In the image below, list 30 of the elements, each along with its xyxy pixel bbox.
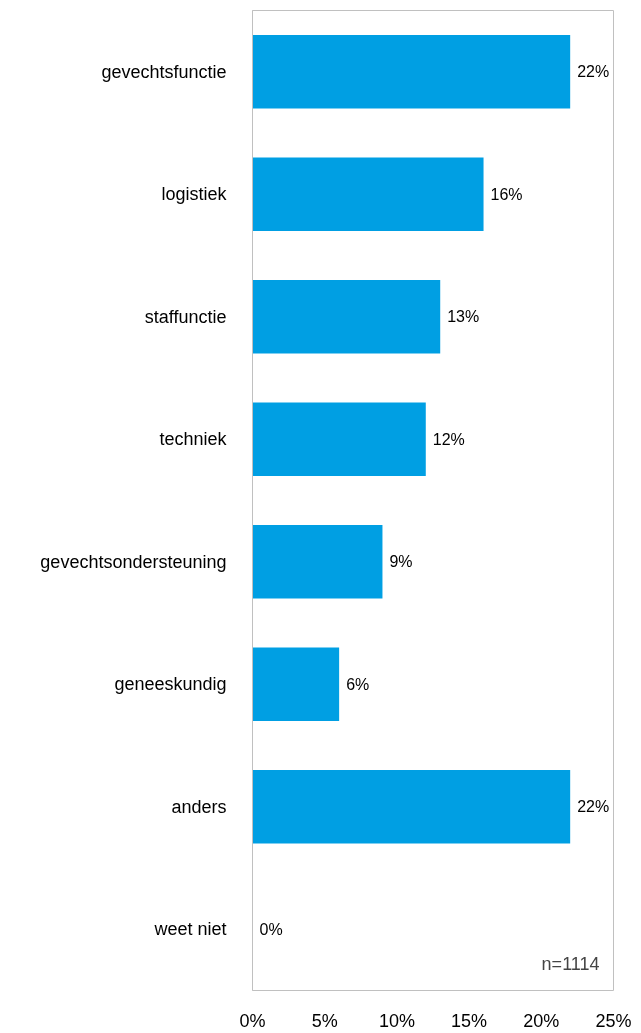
y-tick-label: gevechtsfunctie [101,61,227,82]
data-label: 0% [259,920,283,938]
x-tick-label: 25% [595,1010,632,1031]
data-label: 13% [447,308,480,326]
y-tick-label: gevechtsondersteuning [40,551,227,572]
y-tick-label: techniek [159,429,228,450]
data-label: 6% [346,675,370,693]
y-tick-label: weet niet [153,919,227,940]
x-tick-label: 0% [239,1010,266,1031]
y-tick-label: staffunctie [144,306,227,327]
bar [252,280,441,354]
data-label: 22% [577,63,610,81]
bar [252,525,383,599]
y-tick-label: logistiek [161,184,228,205]
annotation: n=1114 [541,953,600,974]
y-tick-label: geneeskundig [114,674,227,695]
data-label: 12% [432,430,465,448]
bar [252,647,340,721]
data-label: 16% [490,185,523,203]
x-tick-label: 5% [311,1010,338,1031]
data-label: 9% [389,553,413,571]
bar [252,770,571,844]
y-tick-label: anders [171,796,227,817]
bar [252,35,571,109]
x-tick-label: 15% [451,1010,488,1031]
x-tick-label: 10% [378,1010,415,1031]
bar [252,402,426,476]
x-tick-label: 20% [523,1010,560,1031]
bar [252,157,484,231]
data-label: 22% [577,798,610,816]
